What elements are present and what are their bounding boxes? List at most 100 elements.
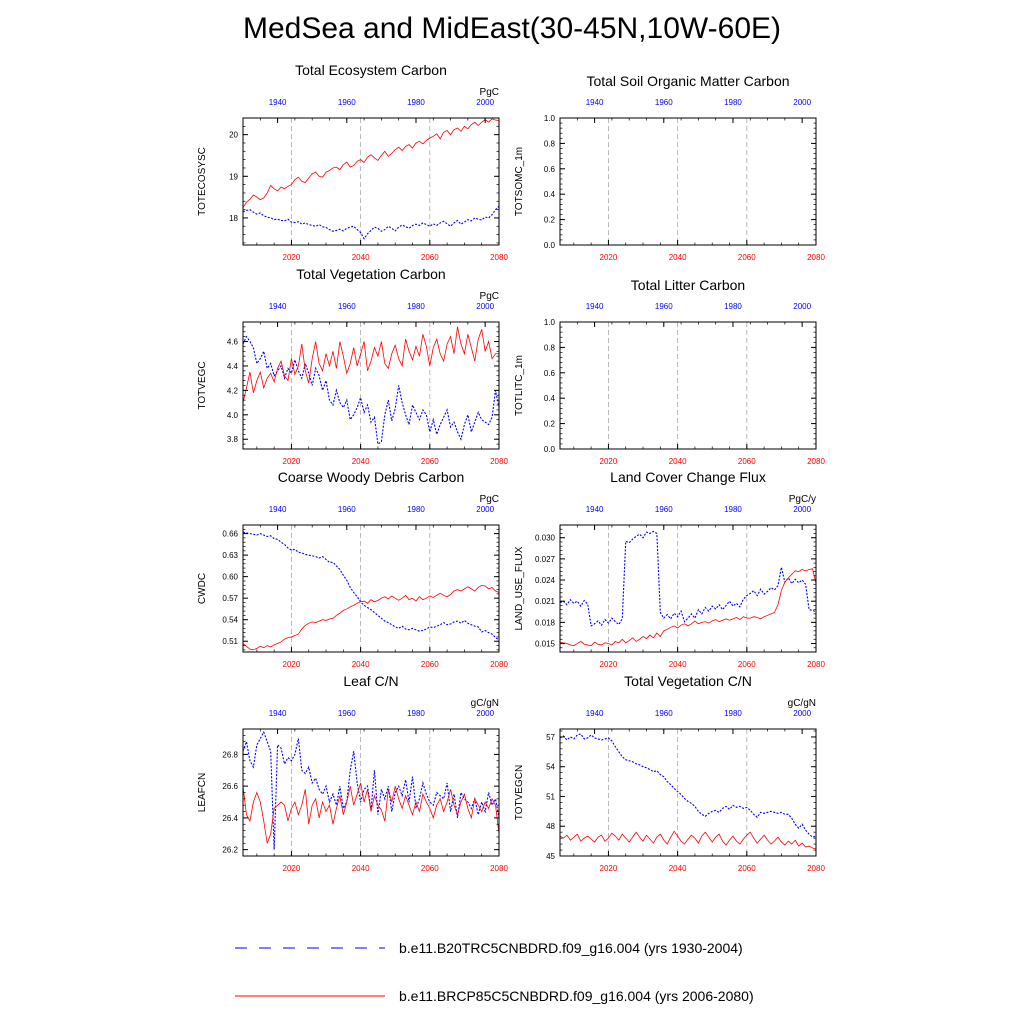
- x-tick-label-historical: 2000: [476, 709, 494, 718]
- x-tick-label-future: 2060: [738, 660, 756, 669]
- x-tick-label-historical: 1960: [338, 98, 356, 107]
- chart-panel: Total Litter Carbon 0.0 0.2 0.4 0.6 0.8 1.0 TOT…: [514, 277, 825, 466]
- y-tick-label: 0.8: [544, 139, 556, 148]
- x-tick-label-historical: 1980: [724, 302, 742, 311]
- series-line-historical: [243, 335, 499, 446]
- x-tick-label-historical: 2000: [793, 302, 811, 311]
- units-label: gC/gN: [471, 698, 499, 709]
- chart-title: Total Vegetation Carbon: [296, 266, 445, 282]
- x-tick-label-historical: 1940: [586, 505, 604, 514]
- x-tick-label-historical: 2000: [793, 505, 811, 514]
- y-axis-label: LAND_USE_FLUX: [514, 546, 525, 630]
- y-tick-label: 0.66: [222, 530, 238, 539]
- x-tick-label-historical: 1980: [724, 505, 742, 514]
- plot-frame: [559, 117, 817, 246]
- x-tick-label-historical: 1960: [655, 505, 673, 514]
- x-tick-label-historical: 1940: [586, 302, 604, 311]
- y-axis-label: TOTVEGCN: [514, 765, 525, 820]
- series-line-future: [243, 782, 499, 844]
- x-tick-label-historical: 1940: [586, 709, 604, 718]
- x-tick-label-historical: 1940: [269, 505, 287, 514]
- y-axis-label: CWDC: [197, 573, 208, 604]
- x-tick-label-future: 2060: [421, 660, 439, 669]
- y-tick-label: 57: [546, 733, 555, 742]
- y-tick-label: 4.0: [227, 411, 239, 420]
- x-tick-label-historical: 1980: [407, 505, 425, 514]
- chart-title: Total Vegetation C/N: [624, 673, 752, 689]
- y-tick-label: 0.027: [535, 555, 556, 564]
- chart-panel: Total Vegetation Carbon PgC 3.8 4.0 4.2 4.4 4.…: [197, 266, 508, 466]
- chart-title: Coarse Woody Debris Carbon: [278, 469, 465, 485]
- chart-panel: Land Cover Change Flux PgC/y 0.015 0.018 0.0…: [514, 469, 825, 669]
- x-tick-label-future: 2080: [490, 253, 508, 262]
- x-tick-label-historical: 1980: [724, 709, 742, 718]
- y-tick-label: 54: [546, 763, 555, 772]
- y-tick-label: 4.2: [227, 386, 239, 395]
- x-tick-label-historical: 1940: [269, 302, 287, 311]
- y-tick-label: 4.4: [227, 362, 239, 371]
- x-tick-label-future: 2060: [738, 253, 756, 262]
- x-tick-label-future: 2080: [490, 457, 508, 466]
- x-tick-label-historical: 2000: [476, 98, 494, 107]
- y-tick-label: 51: [546, 792, 555, 801]
- y-tick-label: 0.2: [544, 420, 556, 429]
- x-tick-label-future: 2060: [421, 864, 439, 873]
- y-tick-label: 0.2: [544, 216, 556, 225]
- y-tick-label: 0.021: [535, 597, 556, 606]
- plot-frame: [559, 728, 817, 857]
- series-line-future: [560, 568, 816, 647]
- x-tick-label-future: 2040: [352, 253, 370, 262]
- x-tick-label-historical: 1940: [269, 709, 287, 718]
- y-tick-label: 0.54: [222, 616, 238, 625]
- x-tick-label-historical: 1960: [655, 98, 673, 107]
- x-tick-label-future: 2060: [421, 253, 439, 262]
- y-tick-label: 0.60: [222, 573, 238, 582]
- y-tick-label: 0.63: [222, 551, 238, 560]
- units-label: gC/gN: [788, 698, 816, 709]
- x-tick-label-future: 2040: [669, 660, 687, 669]
- y-axis-label: LEAFCN: [197, 773, 208, 812]
- y-tick-label: 19: [229, 172, 238, 181]
- x-tick-label-future: 2040: [352, 660, 370, 669]
- x-tick-label-historical: 1980: [407, 302, 425, 311]
- chart-panel: Total Vegetation C/N gC/gN 45 48 51 54 57 TOTVE…: [514, 673, 825, 873]
- y-tick-label: 1.0: [544, 318, 556, 327]
- y-tick-label: 0.57: [222, 594, 238, 603]
- chart-panel: Coarse Woody Debris Carbon PgC 0.51 0.54 0.5…: [197, 469, 508, 669]
- series-line-future: [243, 118, 499, 208]
- x-tick-label-future: 2060: [738, 457, 756, 466]
- x-tick-label-future: 2080: [490, 660, 508, 669]
- y-tick-label: 0.018: [535, 618, 556, 627]
- x-tick-label-future: 2080: [807, 660, 825, 669]
- units-label: PgC: [480, 291, 499, 302]
- plot-frame: [559, 321, 817, 450]
- x-tick-label-historical: 1960: [338, 709, 356, 718]
- y-axis-label: TOTECOSYSC: [197, 147, 208, 216]
- x-tick-label-historical: 1980: [724, 98, 742, 107]
- x-tick-label-historical: 1980: [407, 709, 425, 718]
- y-tick-label: 26.6: [222, 782, 238, 791]
- y-tick-label: 18: [229, 214, 238, 223]
- x-tick-label-historical: 1940: [586, 98, 604, 107]
- x-tick-label-future: 2020: [600, 864, 618, 873]
- x-tick-label-future: 2080: [807, 864, 825, 873]
- x-tick-label-future: 2020: [600, 457, 618, 466]
- y-tick-label: 26.4: [222, 814, 238, 823]
- plot-frame: [242, 117, 500, 246]
- units-label: PgC: [480, 494, 499, 505]
- x-tick-label-future: 2020: [600, 253, 618, 262]
- series-line-historical: [243, 205, 499, 240]
- x-tick-label-future: 2060: [421, 457, 439, 466]
- x-tick-label-future: 2080: [490, 864, 508, 873]
- series-line-historical: [560, 733, 816, 838]
- x-tick-label-future: 2020: [283, 660, 301, 669]
- x-tick-label-historical: 2000: [793, 709, 811, 718]
- units-label: PgC/y: [789, 494, 816, 505]
- chart-title: Total Litter Carbon: [631, 277, 745, 293]
- x-tick-label-future: 2080: [807, 457, 825, 466]
- y-tick-label: 1.0: [544, 114, 556, 123]
- y-tick-label: 0.024: [535, 576, 556, 585]
- x-tick-label-future: 2040: [669, 457, 687, 466]
- x-tick-label-future: 2020: [283, 457, 301, 466]
